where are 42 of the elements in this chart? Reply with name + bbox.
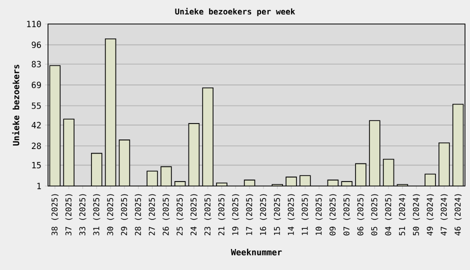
x-tick-label: 26 (2025) (162, 194, 170, 236)
x-tick-label: 07 (2025) (343, 194, 350, 236)
x-axis-title: Weeknummer (230, 248, 282, 256)
x-tick-label: 27 (2025) (148, 194, 156, 236)
x-tick-label: 16 (2025) (260, 194, 268, 235)
x-tick-label: 09 (2025) (329, 194, 337, 236)
x-tick-label: 33 (2025) (79, 194, 86, 236)
y-tick-label: 69 (32, 82, 41, 88)
x-tick-label: 05 (2025) (371, 194, 378, 236)
x-tick-label: 24 (2025) (190, 194, 198, 236)
x-tick-label: 46 (2024) (454, 194, 462, 236)
y-tick-label: 1 (37, 182, 41, 190)
x-tick-label: 04 (2025) (384, 194, 392, 236)
x-tick-label: 29 (2025) (120, 194, 128, 236)
y-axis-title: Unieke bezoekers (12, 64, 20, 146)
y-tick-label: 110 (27, 20, 41, 28)
x-tick-label: 06 (2025) (357, 194, 364, 236)
x-tick-label: 23 (2025) (204, 194, 212, 236)
x-tick-label: 19 (2025) (232, 194, 240, 235)
x-tick-label: 51 (2024) (398, 194, 406, 236)
y-tick-label: 83 (32, 60, 41, 68)
x-tick-label: 25 (2025) (176, 194, 184, 236)
x-tick-label: 30 (2025) (106, 194, 114, 236)
x-tick-label: 15 (2025) (274, 194, 281, 235)
y-tick-label: 15 (32, 162, 41, 168)
x-tick-label: 50 (2024) (412, 194, 420, 236)
x-tick-label: 14 (2025) (288, 194, 295, 235)
x-tick-label: 28 (2025) (134, 194, 142, 236)
x-tick-label: 11 (2025) (302, 194, 309, 235)
y-tick-label: 96 (32, 42, 41, 48)
chart-title: Unieke bezoekers per week (175, 8, 296, 16)
x-tick-label: 38 (2025) (51, 194, 59, 236)
x-tick-label: 49 (2024) (426, 194, 434, 236)
x-tick-label: 21 (2025) (218, 194, 226, 236)
y-tick-label: 28 (32, 142, 41, 150)
x-tick-label: 31 (2025) (93, 194, 100, 236)
x-tick-label: 17 (2025) (246, 194, 254, 235)
y-tick-label: 42 (32, 122, 41, 128)
y-tick-label: 55 (32, 102, 41, 109)
x-tick-label: 47 (2024) (440, 194, 448, 236)
x-tick-label: 37 (2025) (65, 194, 72, 236)
x-tick-label: 10 (2025) (315, 194, 323, 235)
